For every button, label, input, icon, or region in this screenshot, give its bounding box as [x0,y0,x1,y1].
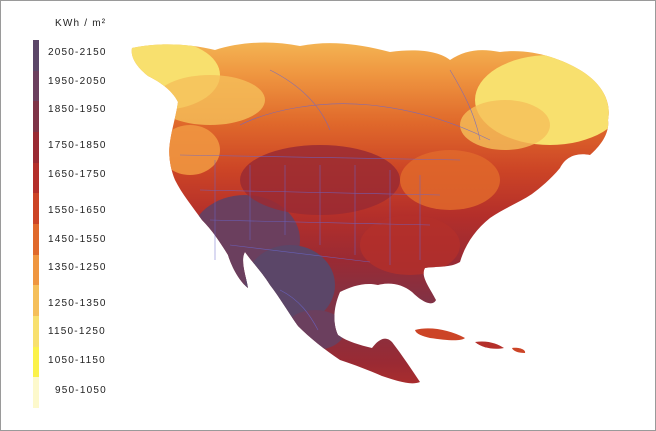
land-surface [131,42,609,384]
legend-swatch [33,162,39,194]
legend-label: 1350-1250 [48,262,107,273]
legend-label: 1450-1550 [48,234,107,245]
legend-swatch [33,254,39,286]
legend-label: 1750-1850 [48,140,107,151]
legend-swatch [33,40,39,72]
legend-swatch [33,346,39,378]
legend-label: 1550-1650 [48,205,107,216]
legend-swatch [33,316,39,348]
legend-color-bar [33,40,39,409]
legend-label: 1050-1150 [48,355,106,366]
legend-swatch [33,70,39,102]
legend-label: 950-1050 [55,385,107,396]
legend-swatch [33,193,39,225]
boundary-lines [179,69,491,331]
legend-swatch [33,377,39,409]
legend-swatch [33,132,39,164]
legend-swatch [33,101,39,133]
legend-label: 1250-1350 [48,298,107,309]
legend-label: 2050-2150 [48,47,107,58]
legend-title: KWh / m² [55,18,107,29]
legend-label: 1850-1950 [48,104,107,115]
solar-irradiance-map [131,42,609,384]
legend-label: 1650-1750 [48,169,107,180]
legend-swatch [33,224,39,256]
legend-label: 1950-2050 [48,76,107,87]
legend-label: 1150-1250 [48,326,106,337]
caribbean-islands [415,328,526,353]
legend-swatch [33,285,39,317]
